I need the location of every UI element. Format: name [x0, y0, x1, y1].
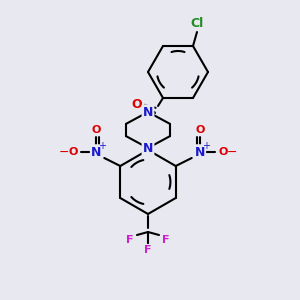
- Text: O: O: [132, 98, 142, 112]
- Text: −: −: [226, 146, 237, 158]
- Text: Cl: Cl: [190, 16, 204, 29]
- Text: +: +: [98, 141, 106, 151]
- Text: O: O: [92, 125, 101, 135]
- Text: +: +: [202, 141, 210, 151]
- Text: O: O: [195, 125, 204, 135]
- Text: F: F: [126, 235, 134, 245]
- Text: N: N: [143, 142, 153, 154]
- Text: N: N: [91, 146, 101, 158]
- Text: F: F: [144, 245, 152, 255]
- Text: N: N: [143, 106, 153, 118]
- Text: O: O: [69, 147, 78, 157]
- Text: N: N: [194, 146, 205, 158]
- Text: F: F: [162, 235, 170, 245]
- Text: −: −: [59, 146, 70, 158]
- Text: O: O: [218, 147, 227, 157]
